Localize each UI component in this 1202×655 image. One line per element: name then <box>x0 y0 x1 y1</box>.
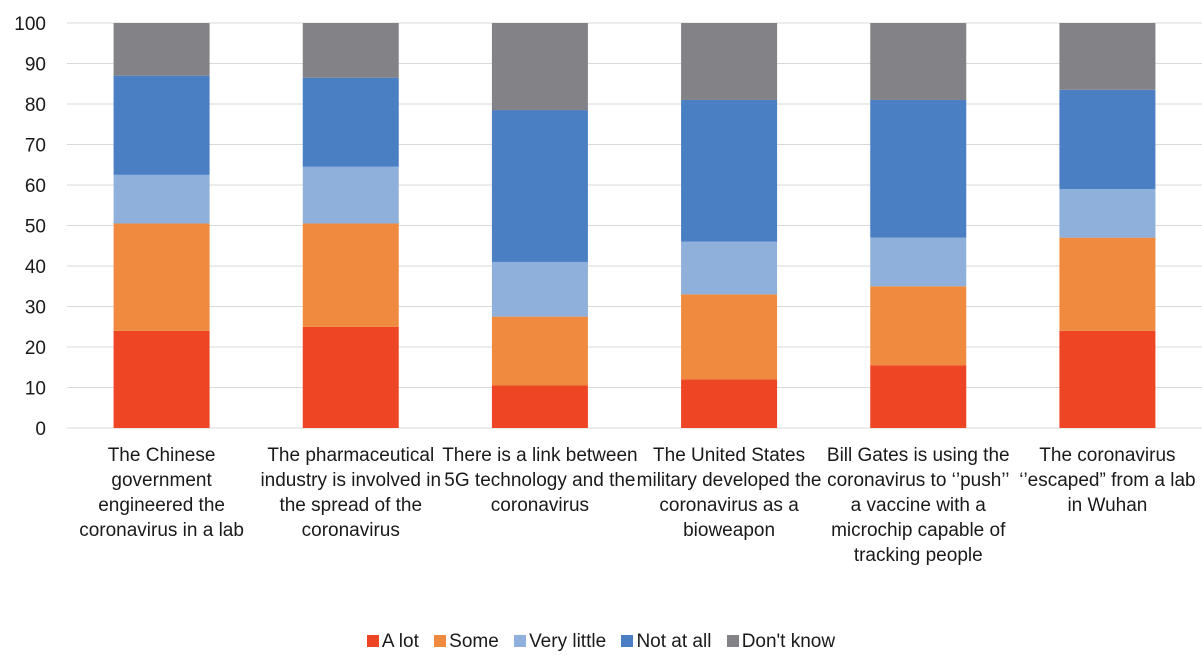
bar-segment <box>681 379 778 428</box>
legend-item: A lot <box>366 631 419 653</box>
bar-segment <box>491 23 588 111</box>
bar-segment <box>1059 89 1156 190</box>
y-tick-label: 50 <box>25 217 46 238</box>
bars <box>113 23 1156 428</box>
bar-segment <box>113 23 210 76</box>
x-category-label: The coronavirus ‘’escaped” from a lab in… <box>1019 445 1196 516</box>
x-category-label: The United States military developed the… <box>636 445 822 541</box>
y-tick-label: 60 <box>25 176 46 197</box>
bar-segment <box>1059 330 1156 428</box>
bar-segment <box>681 241 778 295</box>
x-category-label: Bill Gates is using the coronavirus to ‘… <box>826 445 1010 566</box>
legend-swatch <box>366 635 379 647</box>
bar-segment <box>870 237 967 287</box>
legend-label: Some <box>449 631 499 652</box>
bar-segment <box>491 110 588 262</box>
bar-segment <box>113 223 210 331</box>
legend-item: Not at all <box>621 631 711 653</box>
bar-segment <box>113 75 210 175</box>
legend-item: Don't know <box>726 631 836 653</box>
y-tick-label: 30 <box>25 298 46 319</box>
legend-item: Some <box>434 631 499 653</box>
bar-segment <box>302 223 399 327</box>
legend-label: Not at all <box>636 631 712 652</box>
y-axis: 0 10 20 30 40 50 60 70 80 90 100 <box>14 14 46 440</box>
legend-label: Don't know <box>741 631 836 652</box>
y-tick-label: 70 <box>25 136 46 157</box>
legend-swatch <box>434 635 447 647</box>
bar-segment <box>870 99 967 238</box>
legend-swatch <box>621 635 634 647</box>
y-tick-label: 10 <box>25 379 46 400</box>
bar-segment <box>681 99 778 242</box>
bar-segment <box>870 365 967 428</box>
bar-segment <box>1059 189 1156 238</box>
y-tick-label: 20 <box>25 338 46 359</box>
bar-segment <box>491 261 588 317</box>
bar-segment <box>681 23 778 100</box>
legend-item: Very little <box>514 631 606 653</box>
bar-segment <box>870 23 967 100</box>
bar-segment <box>113 330 210 428</box>
y-tick-label: 40 <box>25 257 46 278</box>
bar-segment <box>870 286 967 366</box>
legend-swatch <box>726 635 739 647</box>
bar-segment <box>302 77 399 167</box>
bar-segment <box>302 23 399 78</box>
y-tick-label: 100 <box>14 14 46 35</box>
bar-segment <box>491 316 588 386</box>
y-tick-label: 90 <box>25 55 46 76</box>
bar-segment <box>302 326 399 428</box>
y-tick-label: 80 <box>25 95 46 116</box>
gridlines <box>67 22 1202 429</box>
bar-segment <box>302 166 399 224</box>
legend-label: Very little <box>529 631 607 652</box>
bar-segment <box>681 294 778 380</box>
legend-label: A lot <box>381 631 419 652</box>
stacked-bar-chart: 0 10 20 30 40 50 60 70 80 90 100 <box>14 14 1202 440</box>
y-tick-label: 0 <box>35 419 46 440</box>
x-category-label: There is a link between 5G technology an… <box>442 445 638 516</box>
bar-segment <box>1059 237 1156 331</box>
bar-segment <box>113 174 210 224</box>
legend-swatch <box>514 635 527 647</box>
bar-segment <box>1059 23 1156 90</box>
x-category-label: The pharmaceutical industry is involved … <box>260 445 442 541</box>
x-category-label: The Chinese government engineered the co… <box>79 445 244 541</box>
legend: A lot Some Very little Not at all Don't … <box>0 631 1202 653</box>
bar-segment <box>491 385 588 428</box>
